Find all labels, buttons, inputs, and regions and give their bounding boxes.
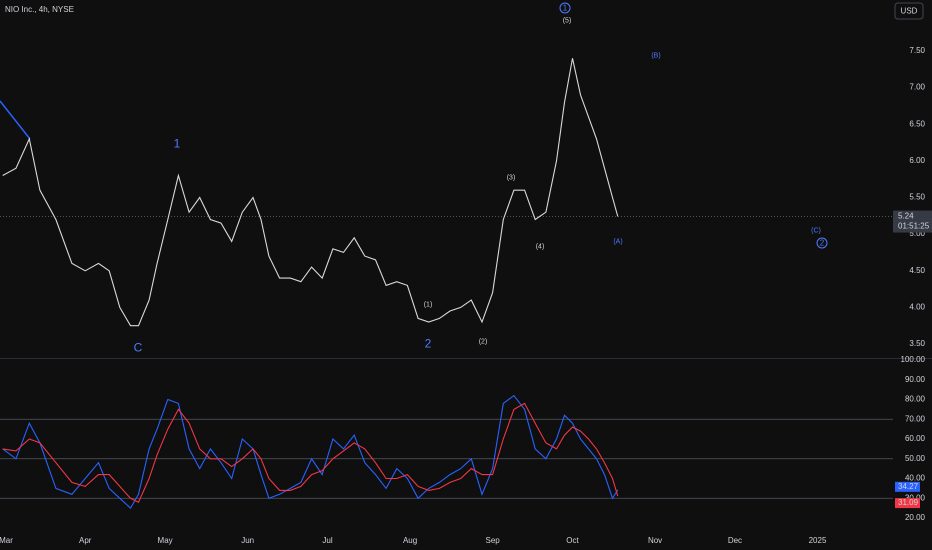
last-price: 5.24: [898, 212, 914, 221]
y-tick-label: 5.50: [909, 193, 925, 202]
wave-label: (4): [536, 243, 545, 250]
x-tick-label: Dec: [728, 536, 742, 545]
x-tick-label: Nov: [648, 536, 662, 545]
series-line: [2, 394, 619, 509]
y-tick-label: 90.00: [905, 375, 926, 384]
y-tick-label: 80.00: [905, 395, 926, 404]
value-tag: [895, 481, 920, 492]
x-tick-label: Sep: [486, 536, 501, 545]
y-tick-label: 70.00: [905, 414, 926, 423]
wave-label: 2: [820, 239, 825, 248]
y-tick-label: 30.00: [905, 493, 926, 502]
value-tag: [895, 498, 920, 509]
x-tick-label: 2025: [809, 536, 827, 545]
y-tick-label: 50.00: [905, 454, 926, 463]
y-tick-label: 6.50: [909, 119, 925, 128]
wave-label: (2): [479, 338, 488, 345]
chart-title: NIO Inc., 4h, NYSE: [5, 5, 74, 14]
series-line: [2, 58, 619, 327]
wave-circle: [559, 2, 571, 14]
y-tick-label: 4.50: [909, 266, 925, 275]
x-tick-label: Jul: [322, 536, 332, 545]
x-tick-label: May: [158, 536, 173, 545]
y-tick-label: 5.00: [909, 229, 925, 238]
x-tick-label: Apr: [79, 536, 92, 545]
x-tick-label: Mar: [0, 536, 13, 545]
value-tag-label: 31.09: [898, 498, 919, 507]
y-tick-label: 7.00: [909, 83, 925, 92]
wave-label: (B): [651, 52, 660, 59]
x-tick-label: Aug: [403, 536, 417, 545]
y-tick-label: 40.00: [905, 474, 926, 483]
y-tick-label: 100.00: [901, 355, 926, 364]
wave-label: C: [134, 341, 143, 355]
y-tick-label: 6.00: [909, 156, 925, 165]
currency[interactable]: USD: [901, 7, 918, 16]
countdown: 01:51:25: [898, 222, 930, 231]
price-tag: [893, 210, 932, 233]
wave-label: (5): [563, 17, 572, 24]
currency-box[interactable]: [894, 2, 924, 20]
wave-label: (C): [811, 227, 821, 234]
y-tick-label: 60.00: [905, 434, 926, 443]
y-tick-label: 20.00: [905, 513, 926, 522]
wave-label: 1: [174, 137, 181, 151]
y-tick-label: 7.50: [909, 46, 925, 55]
wave-label: (1): [424, 301, 433, 308]
trend-line: [0, 100, 31, 140]
series-line: [2, 402, 619, 503]
y-tick-label: 4.00: [909, 302, 925, 311]
wave-label: 2: [425, 337, 432, 351]
x-tick-label: Jun: [241, 536, 254, 545]
value-tag-label: 34.27: [898, 482, 919, 491]
wave-circle: [816, 237, 828, 249]
y-tick-label: 3.50: [909, 339, 925, 348]
wave-label: 1: [563, 4, 568, 13]
x-tick-label: Oct: [566, 536, 579, 545]
wave-label: (3): [507, 174, 516, 181]
wave-label: (A): [613, 238, 622, 245]
